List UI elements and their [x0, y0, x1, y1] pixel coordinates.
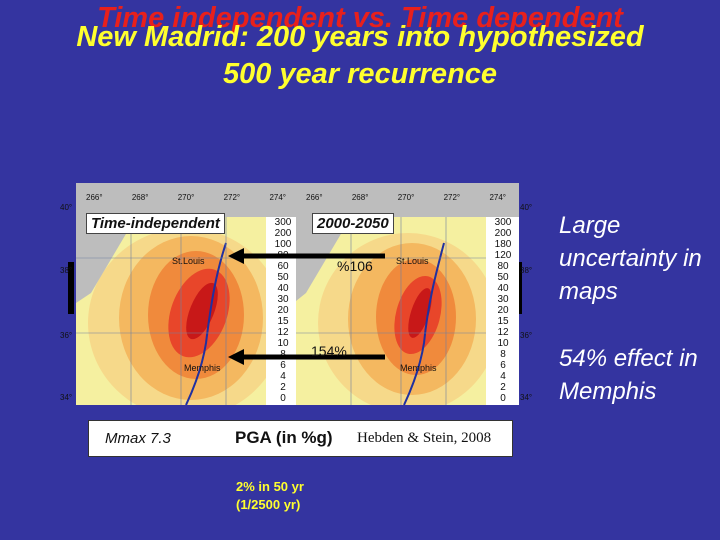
lon-tick: 266° [86, 193, 103, 202]
legend-value: 60 [277, 261, 289, 272]
mmax-label: Mmax 7.3 [105, 430, 171, 447]
legend-value: 8 [500, 349, 506, 360]
legend-value: 12 [497, 327, 509, 338]
legend-value: 2 [280, 382, 286, 393]
legend-value: 20 [497, 305, 509, 316]
legend-value: 6 [280, 360, 286, 371]
legend-value: 300 [274, 217, 292, 228]
legend-value: 40 [277, 283, 289, 294]
legend-value: 40 [497, 283, 509, 294]
map-right-lon-ticks: 266° 268° 270° 272° 274° [306, 193, 506, 202]
map-left-label: Time-independent [86, 213, 225, 234]
pga-label: PGA (in %g) [235, 428, 333, 447]
lat-tick: 34° [520, 393, 533, 402]
legend-value: 30 [497, 294, 509, 305]
lon-tick: 274° [489, 193, 506, 202]
lat-tick: 36° [520, 331, 533, 340]
lon-tick: 266° [306, 193, 323, 202]
note-uncertainty-text: Large uncertainty in maps [559, 212, 702, 305]
note-memphis-effect: 54% effect in Memphis [559, 342, 709, 408]
legend-value: 10 [497, 338, 509, 349]
lat-tick: 38° [520, 266, 533, 275]
legend-value: 200 [274, 228, 292, 239]
map-right-legend: 300 200 180 120 80 50 40 30 20 15 12 10 … [489, 217, 517, 404]
frame-bar-left [68, 262, 74, 314]
legend-value: 20 [277, 305, 289, 316]
map-time-independent: Time-independent St.Louis Memphis 300 20… [76, 183, 299, 405]
title-line-recurrence: 500 year recurrence [222, 58, 498, 90]
title-line-time-comparison: Time independent vs. Time dependent [97, 2, 623, 34]
footnote-line-1: 2% in 50 yr [236, 479, 304, 494]
note-memphis-text: 54% effect in Memphis [559, 345, 698, 405]
lon-tick: 272° [443, 193, 461, 202]
map-left-city-north: St.Louis [172, 256, 205, 266]
legend-value: 6 [500, 360, 506, 371]
legend-value: 100 [274, 239, 292, 250]
map-left-lon-ticks: 266° 268° 270° 272° 274° [86, 193, 286, 202]
arrow-st-louis-head [228, 248, 244, 264]
frame-bar-right [516, 262, 522, 314]
probability-footnote: 2% in 50 yr (1/2500 yr) [236, 478, 304, 514]
legend-value: 0 [280, 393, 286, 404]
arrow-memphis-head [228, 349, 244, 365]
st-louis-percent-label: %106 [337, 258, 373, 274]
legend-value: 2 [500, 382, 506, 393]
legend-value: 0 [500, 393, 506, 404]
lon-tick: 268° [131, 193, 149, 202]
legend-value: 50 [277, 272, 289, 283]
lon-tick: 268° [351, 193, 369, 202]
memphis-percent-label: 154% [311, 343, 347, 359]
legend-value: 12 [277, 327, 289, 338]
lon-tick: 270° [177, 193, 195, 202]
title-line-new-madrid: New Madrid: 200 years into hypothesized [76, 21, 644, 53]
legend-value: 10 [277, 338, 289, 349]
pga-scale-strip: Mmax 7.3 PGA (in %g) Hebden & Stein, 200… [88, 420, 513, 457]
map-right-label: 2000-2050 [312, 213, 394, 234]
lon-tick: 272° [223, 193, 241, 202]
legend-value: 4 [280, 371, 286, 382]
lat-tick: 34° [60, 393, 73, 402]
footnote-line-2: (1/2500 yr) [236, 497, 301, 512]
legend-value: 30 [277, 294, 289, 305]
lon-tick: 274° [269, 193, 286, 202]
credit-label: Hebden & Stein, 2008 [357, 430, 492, 446]
legend-value: 180 [494, 239, 512, 250]
lat-tick: 40° [60, 203, 73, 212]
legend-value: 200 [494, 228, 512, 239]
lat-tick: 36° [60, 331, 73, 340]
legend-value: 4 [500, 371, 506, 382]
legend-value: 15 [497, 316, 509, 327]
note-uncertainty: Large uncertainty in maps [559, 209, 709, 308]
legend-value: 15 [277, 316, 289, 327]
legend-value: 50 [497, 272, 509, 283]
map-left-city-south: Memphis [184, 363, 221, 373]
lat-tick: 40° [520, 203, 533, 212]
legend-value: 120 [494, 250, 512, 261]
lat-tick: 38° [60, 266, 73, 275]
legend-value: 80 [497, 261, 509, 272]
map-right-city-north: St.Louis [396, 256, 429, 266]
lon-tick: 270° [397, 193, 415, 202]
map-right-city-south: Memphis [400, 363, 437, 373]
legend-value: 300 [494, 217, 512, 228]
